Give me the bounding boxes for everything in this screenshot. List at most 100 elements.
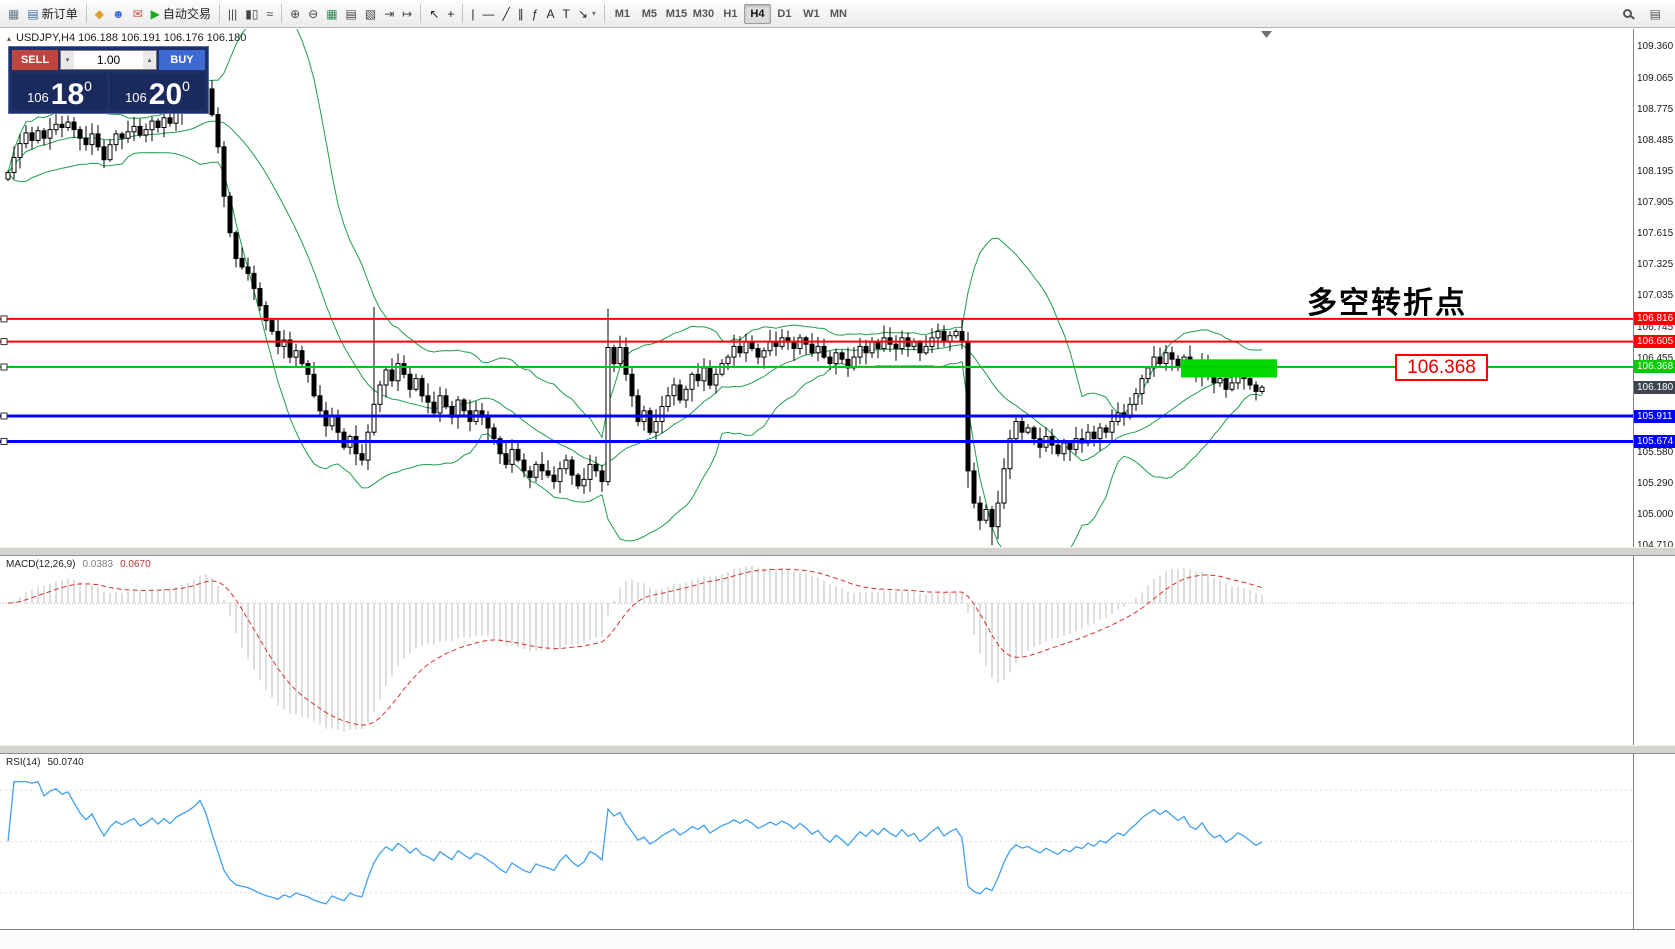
zoom-out-icon[interactable]: ⊖ (304, 3, 322, 25)
candlestick-chart-icon[interactable]: ▮▯ (241, 3, 262, 25)
cursor-icon[interactable]: ↖ (425, 3, 443, 25)
volume-increase-button[interactable]: ▴ (143, 51, 156, 69)
arrows-icon[interactable]: ↘ ▾ (574, 3, 600, 25)
bar-chart-icon[interactable]: ||| (224, 3, 241, 25)
volume-decrease-button[interactable]: ▾ (61, 51, 74, 69)
grid-icon: ▦ (326, 6, 338, 21)
new-window-icon: ▤ (1649, 6, 1661, 21)
symbol-dropdown-icon[interactable]: ▴ (7, 33, 12, 43)
price-axis-label: 109.360 (1637, 41, 1674, 52)
one-click-trading-panel: SELL ▾ 1.00 ▴ BUY 106 18 0 106 20 0 (8, 46, 209, 114)
fibonacci-icon: ƒ (531, 6, 539, 21)
new-chart-icon: ▦ (8, 6, 20, 21)
price-axis-label: 108.485 (1637, 135, 1674, 146)
price-callout-box[interactable]: 106.368 (1395, 354, 1488, 381)
market-watch-icon[interactable]: ☻ (108, 3, 129, 25)
toolbar-separator (420, 4, 422, 23)
channel-icon: ∥ (517, 6, 524, 21)
macd-value-main: 0.0383 (82, 559, 114, 570)
search-icon[interactable] (1619, 3, 1636, 25)
vertical-line-icon[interactable]: | (467, 3, 478, 25)
search-icon (1622, 9, 1632, 18)
sell-button[interactable]: SELL (12, 50, 58, 70)
timeframe-w1[interactable]: W1 (803, 7, 820, 20)
price-axis[interactable]: 109.360 109.065 108.775 108.485 108.195 107.9… (1633, 29, 1675, 929)
chart-shift-icon: ↦ (402, 6, 413, 21)
timeframe-h1[interactable]: H1 (723, 7, 738, 20)
horizontal-line-icon: — (482, 6, 495, 21)
price-axis-label: 106.745 (1637, 322, 1674, 333)
line-chart-icon[interactable]: ≈ (262, 3, 277, 25)
new-chart-icon[interactable]: ▦ (4, 3, 23, 25)
chat-icon[interactable]: ✉ (129, 3, 147, 25)
time-axis[interactable] (0, 929, 1675, 949)
price-axis-label: 105.290 (1637, 478, 1674, 489)
price-axis-label: 107.615 (1637, 228, 1674, 239)
cascade-windows-icon[interactable]: ▧ (361, 3, 380, 25)
horizontal-line-icon[interactable]: — (479, 3, 499, 25)
toolbar-separator (603, 4, 605, 23)
rsi-value: 50.0740 (47, 757, 84, 768)
channel-icon[interactable]: ∥ (514, 3, 528, 25)
bar-chart-icon: ||| (227, 6, 238, 21)
toolbar: ▦ ▤ 新订单 ◆ ☻ ✉ ▶ 自动交易 ||| ▮▯ ≈ ⊕ ⊖ ▦ ▤ ▧ ⇥ ↦ ↖ + | — ╱ ∥ ƒ A T ↘ ▾ M1 M… (0, 0, 1675, 28)
price-line-label: 105.674 (1634, 435, 1675, 448)
zoom-out-icon: ⊖ (308, 6, 319, 21)
crosshair-icon[interactable]: + (443, 3, 458, 25)
auto-scroll-icon[interactable]: ⇥ (380, 3, 398, 25)
candlestick-chart-icon: ▮▯ (245, 6, 259, 21)
price-axis-label: 106.455 (1637, 353, 1674, 364)
timeframe-h4[interactable]: H4 (743, 3, 771, 24)
price-axis-label: 105.580 (1637, 447, 1674, 458)
sell-price-pips: 18 (50, 78, 85, 112)
label-icon[interactable]: T (558, 3, 573, 25)
cursor-icon: ↖ (429, 6, 440, 21)
sell-price-base: 106 (27, 90, 49, 105)
panel-separator[interactable] (0, 745, 1675, 754)
timeframe-m15[interactable]: M15 (665, 7, 688, 20)
new-order-button[interactable]: ▤ 新订单 (23, 3, 81, 25)
vertical-line-icon: | (471, 6, 475, 21)
price-axis-label: 108.195 (1637, 166, 1674, 177)
zoom-in-icon[interactable]: ⊕ (286, 3, 304, 25)
arrows-icon: ↘ (577, 6, 588, 21)
profiles-icon[interactable]: ◆ (91, 3, 108, 25)
text-icon[interactable]: A (542, 3, 558, 25)
timeframe-mn[interactable]: MN (829, 7, 847, 20)
volume-control: ▾ 1.00 ▴ (60, 50, 157, 70)
zoom-in-icon: ⊕ (290, 6, 301, 21)
macd-indicator-label: MACD(12,26,9) 0.0383 0.0670 (6, 559, 151, 570)
line-chart-icon: ≈ (266, 6, 274, 21)
panel-separator[interactable] (0, 547, 1675, 556)
toolbar-separator (85, 4, 87, 23)
tile-windows-icon[interactable]: ▤ (342, 3, 361, 25)
fibonacci-icon[interactable]: ƒ (528, 3, 543, 25)
volume-input[interactable]: 1.00 (96, 53, 121, 67)
crosshair-icon: + (447, 6, 455, 21)
chevron-down-icon: ▾ (591, 9, 596, 18)
buy-price-pips: 20 (148, 78, 183, 112)
timeframe-m1[interactable]: M1 (614, 7, 631, 20)
price-axis-label: 109.065 (1637, 73, 1674, 84)
timeframe-m5[interactable]: M5 (641, 7, 658, 20)
new-order-button: ▤ (27, 6, 39, 21)
chart-shift-icon[interactable]: ↦ (398, 3, 416, 25)
grid-icon[interactable]: ▦ (322, 3, 341, 25)
autotrading-button-label: 自动交易 (162, 7, 211, 21)
caption-text: USDJPY,H4 106.188 106.191 106.176 106.18… (16, 32, 247, 44)
sell-price[interactable]: 106 18 0 (12, 73, 107, 110)
trendline-icon[interactable]: ╱ (499, 3, 514, 25)
buy-price[interactable]: 106 20 0 (110, 73, 205, 110)
autotrading-button[interactable]: ▶ 自动交易 (147, 3, 215, 25)
buy-button[interactable]: BUY (159, 50, 205, 70)
chart-text-annotation[interactable]: 多空转折点 (1307, 287, 1467, 320)
timeframe-m30[interactable]: M30 (692, 7, 715, 20)
new-window-icon[interactable]: ▤ (1646, 3, 1665, 25)
tile-windows-icon: ▤ (345, 6, 357, 21)
profiles-icon: ◆ (94, 6, 104, 21)
timeframe-d1[interactable]: D1 (777, 7, 792, 20)
macd-value-signal: 0.0670 (120, 559, 151, 570)
price-axis-label: 105.000 (1637, 509, 1674, 520)
label-icon: T (562, 6, 570, 21)
